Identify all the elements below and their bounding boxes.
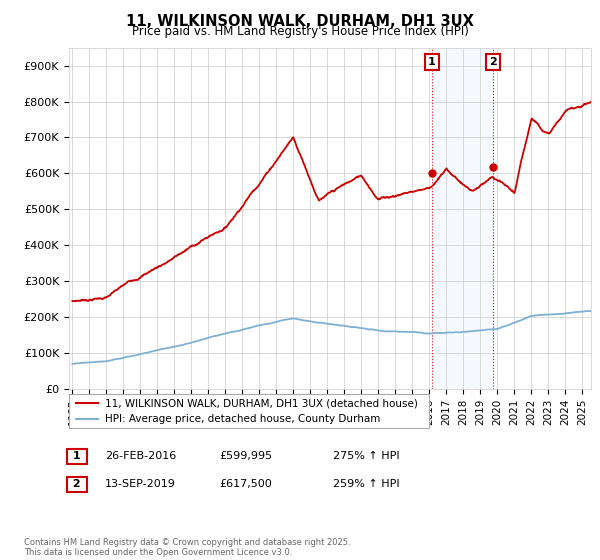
Text: 2: 2	[488, 57, 496, 67]
Text: £617,500: £617,500	[219, 479, 272, 489]
Text: 11, WILKINSON WALK, DURHAM, DH1 3UX (detached house): 11, WILKINSON WALK, DURHAM, DH1 3UX (det…	[105, 398, 418, 408]
Text: 1: 1	[69, 451, 85, 461]
Text: 2: 2	[69, 479, 85, 489]
Text: Price paid vs. HM Land Registry's House Price Index (HPI): Price paid vs. HM Land Registry's House …	[131, 25, 469, 38]
Text: £599,995: £599,995	[219, 451, 272, 461]
Text: 275% ↑ HPI: 275% ↑ HPI	[333, 451, 400, 461]
Bar	[432, 48, 493, 389]
Text: 259% ↑ HPI: 259% ↑ HPI	[333, 479, 400, 489]
Text: 11, WILKINSON WALK, DURHAM, DH1 3UX: 11, WILKINSON WALK, DURHAM, DH1 3UX	[126, 14, 474, 29]
Text: 1: 1	[428, 57, 436, 67]
Text: 13-SEP-2019: 13-SEP-2019	[105, 479, 176, 489]
Text: 26-FEB-2016: 26-FEB-2016	[105, 451, 176, 461]
Text: Contains HM Land Registry data © Crown copyright and database right 2025.
This d: Contains HM Land Registry data © Crown c…	[24, 538, 350, 557]
Text: HPI: Average price, detached house, County Durham: HPI: Average price, detached house, Coun…	[105, 414, 380, 424]
